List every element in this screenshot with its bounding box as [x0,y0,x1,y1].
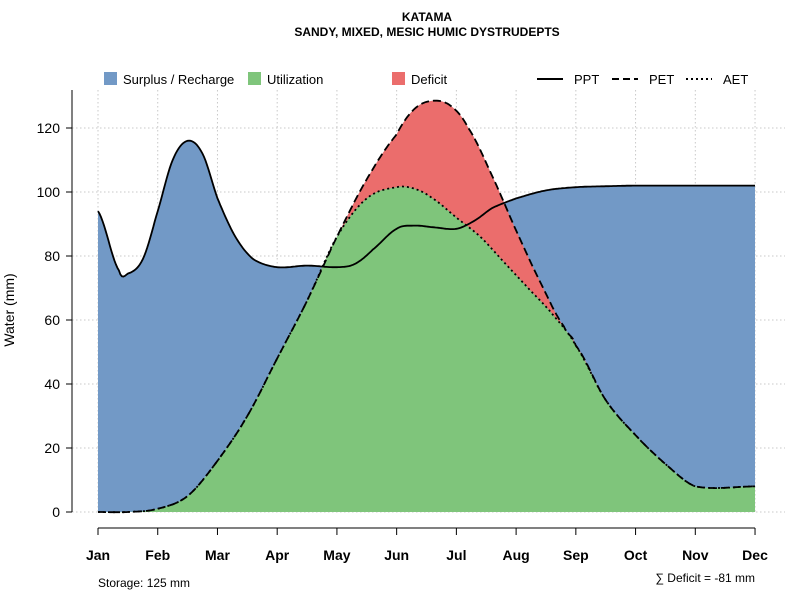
x-tick-label: Aug [503,547,530,563]
utilization-area [98,186,755,513]
x-tick-label: Dec [742,547,768,563]
deficit-area [98,100,755,513]
y-tick-label: 100 [37,184,61,200]
chart-subtitle: SANDY, MIXED, MESIC HUMIC DYSTRUDEPTS [294,25,559,39]
y-tick-label: 120 [37,120,61,136]
x-tick-label: Mar [205,547,230,563]
y-tick-label: 80 [44,248,60,264]
x-tick-label: Oct [624,547,648,563]
x-tick-label: Apr [265,547,290,563]
x-tick-label: Jul [446,547,466,563]
y-tick-label: 60 [44,312,60,328]
x-tick-label: Nov [682,547,709,563]
x-tick-label: Jan [86,547,110,563]
legend: Surplus / Recharge Utilization Deficit PPT P… [104,72,748,87]
y-axis-label: Water (mm) [1,273,17,346]
chart-title: KATAMA [402,10,453,24]
storage-footnote: Storage: 125 mm [98,576,190,590]
legend-label: PPT [574,72,599,87]
x-tick-label: Feb [145,547,170,563]
y-tick-label: 20 [44,440,60,456]
legend-swatch [104,72,117,85]
pet-line [98,99,755,514]
y-tick-label: 40 [44,376,60,392]
axis-layer: 0 20 40 60 80 100 120 Jan Feb Mar Apr May Jun Jul Aug S… [37,90,768,563]
legend-label: PET [649,72,674,87]
x-tick-label: May [323,547,350,563]
legend-label: Surplus / Recharge [123,72,234,87]
legend-swatch [392,72,405,85]
legend-label: AET [723,72,748,87]
aet-line [98,185,755,514]
x-tick-label: Sep [563,547,589,563]
legend-swatch [248,72,261,85]
y-tick-label: 0 [52,504,60,520]
legend-label: Utilization [267,72,323,87]
line-layer [97,99,755,514]
area-layer [98,100,755,513]
deficit-footnote: ∑ Deficit = -81 mm [655,571,755,585]
legend-label: Deficit [411,72,448,87]
x-tick-label: Jun [384,547,409,563]
ppt-line [97,139,755,278]
